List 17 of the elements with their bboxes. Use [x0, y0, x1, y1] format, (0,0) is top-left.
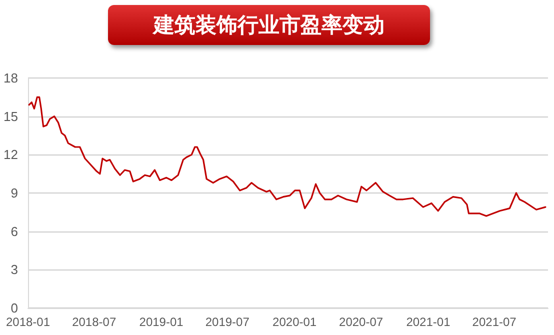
y-tick-label: 15: [4, 108, 18, 124]
x-tick-label: 2019-01: [139, 315, 184, 329]
x-tick-label: 2020-07: [339, 315, 384, 329]
y-tick-label: 12: [4, 147, 18, 162]
x-tick-label: 2019-07: [205, 315, 250, 329]
y-tick-label: 9: [10, 186, 18, 200]
y-tick-label: 18: [4, 70, 18, 86]
x-tick-label: 2020-01: [272, 315, 317, 329]
x-tick-label: 2021-01: [406, 315, 451, 329]
x-tick-label: 2021-07: [472, 315, 517, 329]
x-tick-label: 2018-01: [6, 315, 50, 329]
y-tick-label: 0: [10, 300, 18, 316]
y-tick-label: 3: [10, 262, 18, 278]
x-tick-label: 2018-07: [72, 315, 116, 329]
y-tick-label: 6: [10, 224, 18, 239]
chart-title: 建筑装饰行业市盈率变动: [108, 5, 430, 45]
line-series: [28, 96, 546, 217]
